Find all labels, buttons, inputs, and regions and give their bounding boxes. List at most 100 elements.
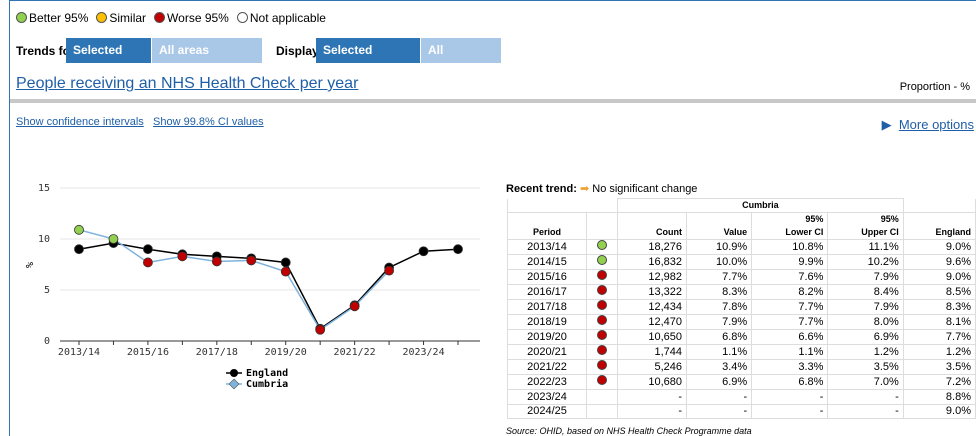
- table-cell: 6.9%: [686, 374, 753, 391]
- table-cell: 8.5%: [902, 284, 976, 301]
- table-cell: 1.1%: [751, 344, 829, 361]
- significance-dot: [596, 375, 607, 386]
- x-tick-label: 2013/14: [58, 347, 100, 358]
- table-cell: 10,650: [616, 329, 688, 346]
- column-header: 95% Upper CI: [827, 212, 904, 241]
- table-cell: 2016/17: [506, 284, 588, 301]
- display-label: Display: [276, 44, 319, 58]
- table-row: 2019/20 10,650 6.8% 6.6% 6.9% 7.7%: [506, 329, 976, 346]
- significance-cell: [586, 374, 618, 391]
- y-tick-label: 15: [38, 183, 50, 194]
- table-cell: 2020/21: [506, 344, 588, 361]
- table-cell: 6.9%: [827, 329, 904, 346]
- table-cell: 7.9%: [686, 314, 753, 331]
- table-cell: 3.5%: [902, 359, 976, 376]
- legend-item: Better 95%: [16, 11, 88, 25]
- legend-text: Worse 95%: [167, 11, 229, 25]
- table-cell: 7.9%: [827, 299, 904, 316]
- table-row: 2014/15 16,832 10.0% 9.9% 10.2% 9.6%: [506, 254, 976, 271]
- table-row: 2022/23 10,680 6.9% 6.8% 7.0% 7.2%: [506, 374, 976, 391]
- table-cell: 12,982: [616, 269, 688, 286]
- area-header: Cumbria: [616, 197, 904, 214]
- significance-cell: [586, 239, 618, 256]
- y-tick-label: 10: [38, 234, 50, 245]
- recent-trend: Recent trend: ➡ No significant change: [506, 182, 697, 195]
- tab-button[interactable]: Selected indicator: [316, 38, 420, 82]
- column-header: Period: [506, 212, 588, 241]
- table-cell: 2021/22: [506, 359, 588, 376]
- trend-text: No significant change: [592, 183, 698, 195]
- point-marker: [108, 234, 119, 244]
- table-cell: 12,434: [616, 299, 688, 316]
- point-marker: [349, 301, 360, 312]
- significance-cell: [586, 299, 618, 316]
- table-cell: 7.9%: [827, 269, 904, 286]
- table-cell: 7.7%: [902, 329, 976, 346]
- table-cell: 2024/25: [506, 403, 588, 420]
- table-cell: 13,322: [616, 284, 688, 301]
- table-cell: 9.9%: [751, 254, 829, 271]
- significance-cell: [586, 314, 618, 331]
- indicator-title[interactable]: People receiving an NHS Health Check per…: [16, 75, 359, 92]
- y-axis-label: %: [25, 262, 36, 268]
- significance-dot: [596, 330, 607, 341]
- table-cell: 7.7%: [751, 299, 829, 316]
- table-cell: 6.8%: [686, 329, 753, 346]
- table-cell: 1.2%: [827, 344, 904, 361]
- unit-label: Proportion - %: [899, 81, 970, 93]
- table-cell: 3.5%: [827, 359, 904, 376]
- table-cell: 7.7%: [751, 314, 829, 331]
- table-cell: 6.6%: [751, 329, 829, 346]
- significance-cell: [586, 254, 618, 271]
- table-cell: 18,276: [616, 239, 688, 256]
- link[interactable]: Show 99.8% CI values: [153, 116, 264, 128]
- table-row: 2015/16 12,982 7.7% 7.6% 7.9% 9.0%: [506, 269, 976, 286]
- point-marker: [74, 244, 84, 255]
- table-cell: 1.1%: [686, 344, 753, 361]
- table-cell: 3.3%: [751, 359, 829, 376]
- data-table: Cumbria Period Count Value 95% Lower CI 95% …: [506, 197, 976, 420]
- significance-cell: [586, 284, 618, 301]
- frame: [9, 0, 976, 436]
- significance-cell: [586, 269, 618, 286]
- point-marker: [143, 244, 153, 255]
- legend-text: Similar: [109, 11, 147, 25]
- significance-dot: [596, 270, 607, 281]
- table-row: 2023/24- - - -8.8%: [506, 389, 976, 405]
- divider: [10, 99, 976, 103]
- tab-button[interactable]: All areas (grouped): [152, 38, 262, 82]
- table-cell: 2013/14: [506, 239, 588, 256]
- table-row: 2020/21 1,744 1.1% 1.1% 1.2% 1.2%: [506, 344, 976, 361]
- more-options-link[interactable]: More options: [898, 117, 974, 132]
- point-marker: [211, 256, 222, 267]
- table-cell: -: [751, 403, 829, 420]
- trend-arrow: ➡: [579, 183, 590, 195]
- legend-dot: [236, 12, 248, 23]
- column-header: Count: [616, 212, 688, 241]
- table-cell: 2015/16: [506, 269, 588, 286]
- x-tick-label: 2015/16: [127, 347, 169, 358]
- table-cell: 2023/24: [506, 389, 588, 405]
- table-cell: 2019/20: [506, 329, 588, 346]
- significance-dot: [596, 255, 607, 266]
- table-cell: 10.8%: [751, 239, 829, 256]
- tab-button[interactable]: Selected area: [66, 38, 151, 82]
- series-line: [78, 242, 459, 330]
- significance-dot: [596, 360, 607, 371]
- link[interactable]: Show confidence intervals: [16, 116, 144, 128]
- trends-label: Trends for: [16, 44, 75, 58]
- point-marker: [143, 257, 153, 268]
- point-marker: [246, 255, 257, 266]
- table-cell: 7.0%: [827, 374, 904, 391]
- legend-dot: [154, 12, 166, 23]
- point-marker: [280, 266, 291, 277]
- table-cell: 8.8%: [902, 389, 976, 405]
- column-header: England: [902, 212, 976, 241]
- table-cell: 11.1%: [827, 239, 904, 256]
- tab-button[interactable]: All indicators: [421, 38, 501, 82]
- more-options[interactable]: ▶ More options: [881, 117, 974, 132]
- table-cell: 7.8%: [686, 299, 753, 316]
- significance-dot: [596, 300, 607, 311]
- y-tick-label: 0: [44, 336, 50, 347]
